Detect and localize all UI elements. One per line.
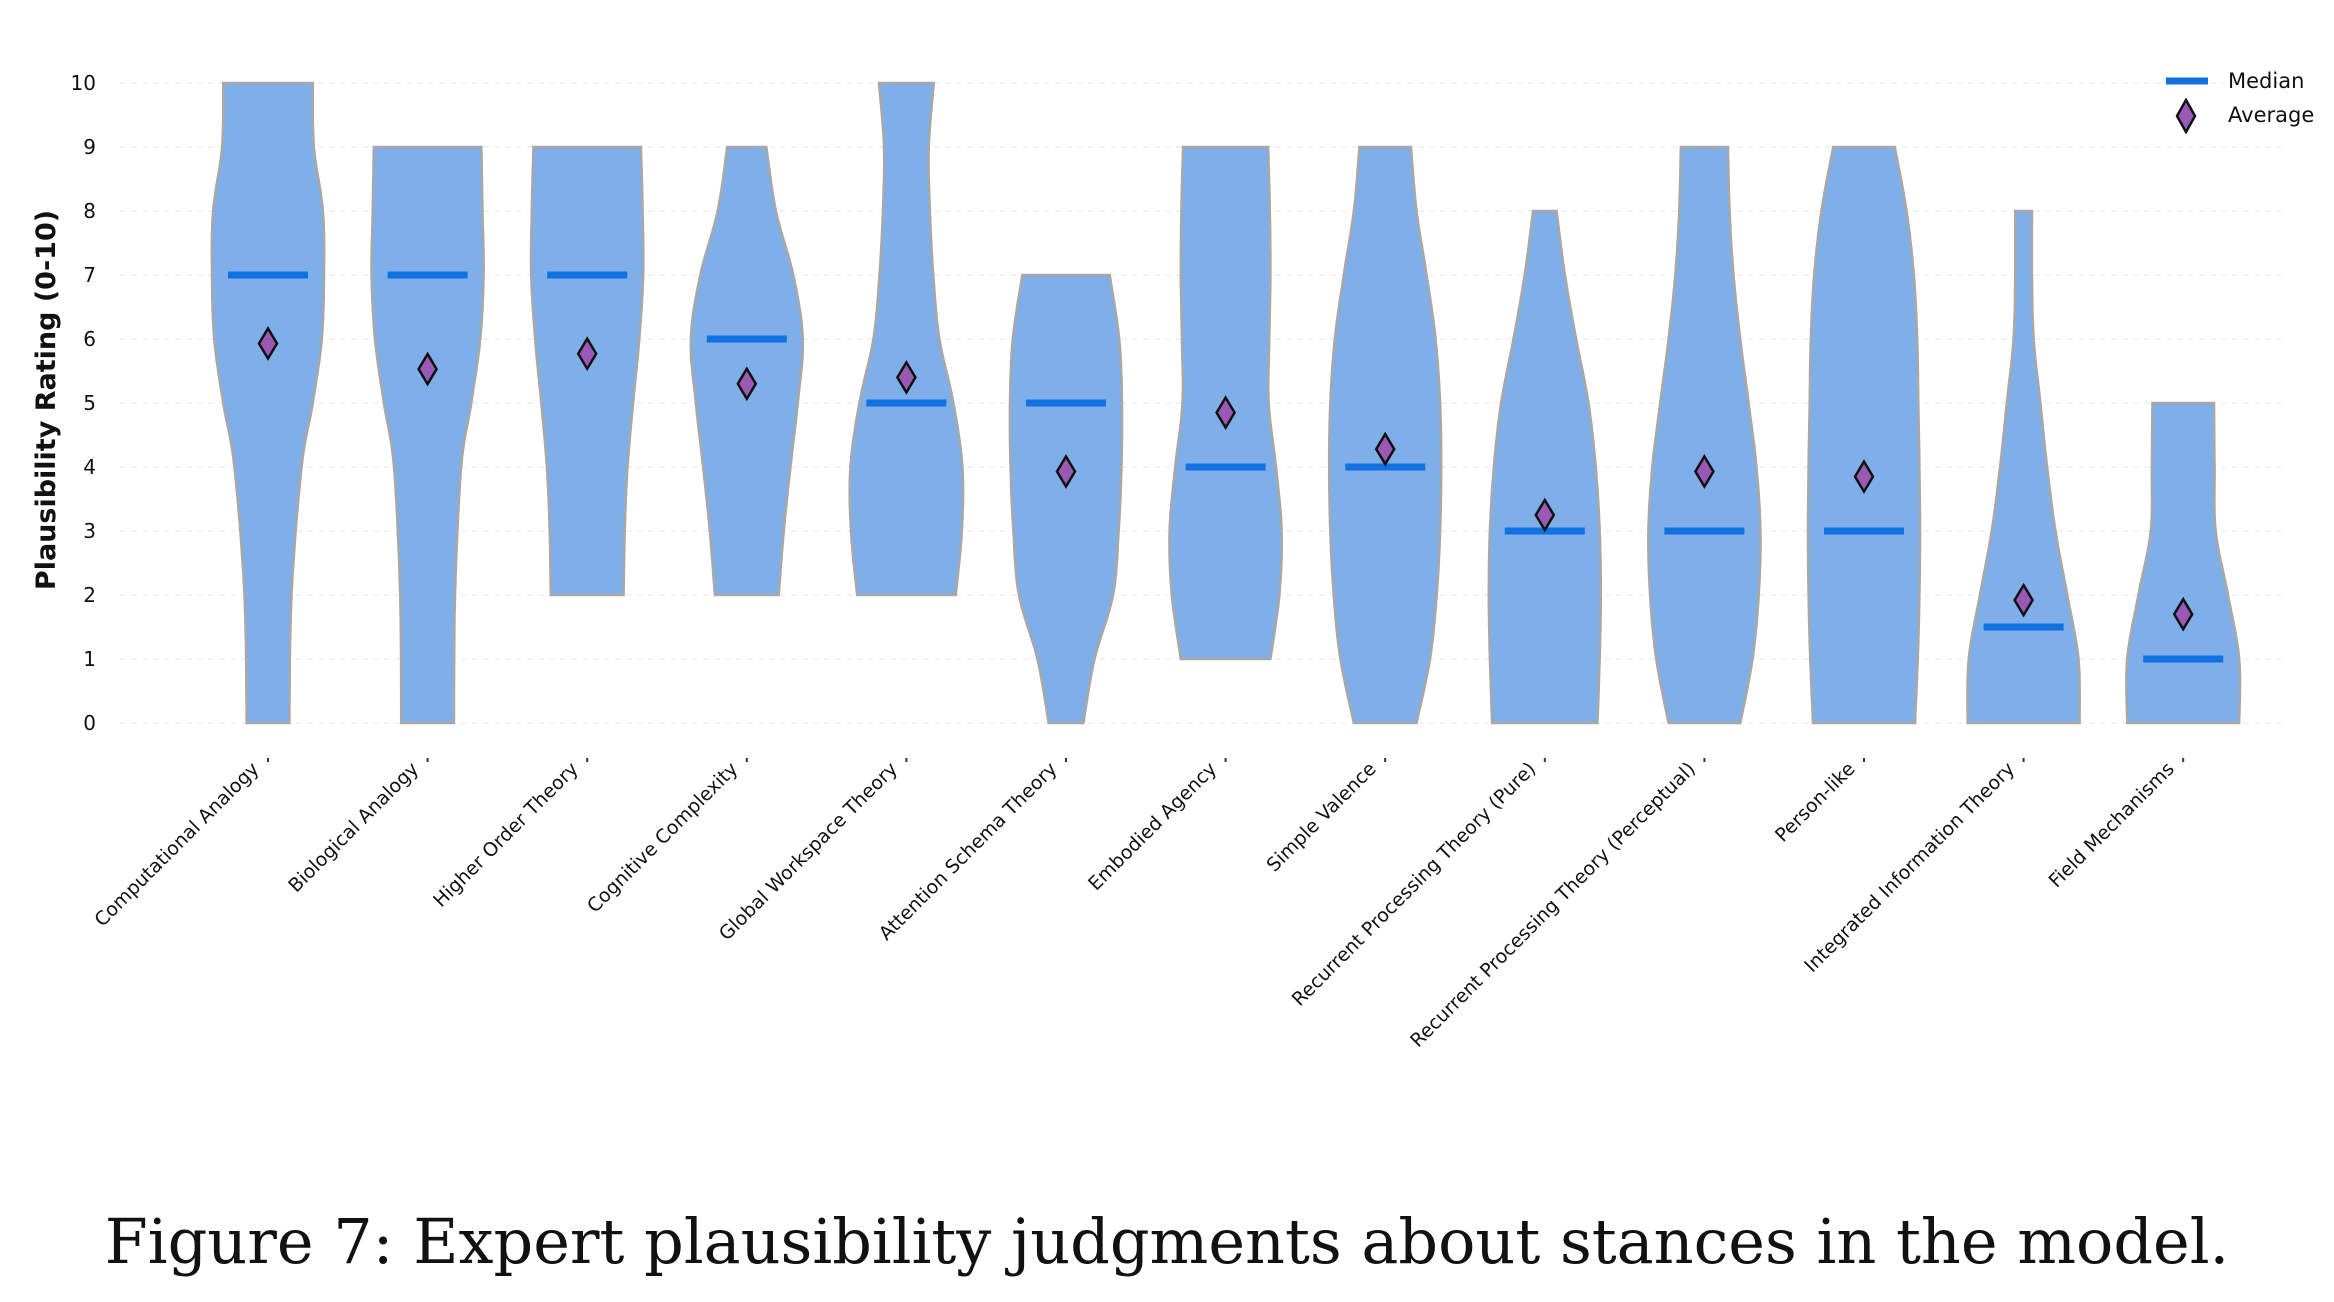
- x-tick-label: Global Workspace Theory: [715, 758, 902, 945]
- x-tick-labels: Computational Analogy Biological Analogy H…: [90, 758, 2185, 1052]
- average-markers: [257, 326, 2194, 632]
- legend-average-label: Average: [2228, 103, 2314, 127]
- average-marker: [1055, 454, 1077, 489]
- legend-median-label: Median: [2228, 69, 2304, 93]
- x-tick-label: Embodied Agency: [1084, 758, 1221, 895]
- y-tick-label: 4: [83, 455, 96, 479]
- x-tick-label: Simple Valence: [1262, 758, 1380, 876]
- average-marker: [1374, 431, 1396, 467]
- x-tick-label: Computational Analogy: [90, 758, 263, 931]
- figure-caption: Figure 7: Expert plausibility judgments …: [104, 1205, 2230, 1278]
- violin-body: [1008, 273, 1124, 725]
- violin-body: [1487, 209, 1603, 725]
- x-tick-label: Recurrent Processing Theory (Perceptual): [1406, 758, 1700, 1052]
- legend-average-swatch: [2175, 97, 2197, 135]
- x-tick-label: Cognitive Complexity: [583, 758, 742, 917]
- y-tick-label: 6: [83, 327, 96, 351]
- average-marker: [417, 351, 439, 387]
- y-tick-label: 1: [83, 647, 96, 671]
- average-marker: [1215, 395, 1237, 431]
- violin-body: [210, 81, 326, 725]
- y-axis-label: Plausibility Rating (0-10): [31, 210, 62, 590]
- x-tick-label: Attention Schema Theory: [875, 758, 1062, 945]
- violin-body: [1806, 145, 1922, 725]
- y-tick-label: 0: [83, 711, 96, 735]
- x-tick-label: Higher Order Theory: [429, 758, 583, 912]
- x-tick-label: Recurrent Processing Theory (Pure): [1288, 758, 1541, 1011]
- legend: Median Average: [2166, 69, 2314, 135]
- average-marker: [736, 366, 758, 402]
- average-marker: [2013, 582, 2035, 618]
- average-marker: [2172, 596, 2194, 632]
- x-tick-label: Biological Analogy: [284, 758, 423, 897]
- violin-body: [1966, 209, 2081, 725]
- average-marker: [895, 359, 917, 395]
- violin-body: [2125, 401, 2242, 725]
- y-tick-label: 2: [83, 583, 96, 607]
- violin-body: [370, 145, 485, 725]
- y-tick-label: 3: [83, 519, 96, 543]
- violins: [210, 81, 2242, 725]
- y-tick-label: 9: [83, 135, 96, 159]
- median-lines: [228, 271, 2224, 663]
- y-tick-label: 10: [71, 71, 96, 95]
- average-marker: [1693, 454, 1715, 489]
- y-tick-labels: 0 1 2 3 4 5 6 7 8 9 10: [71, 71, 96, 735]
- average-marker: [1534, 497, 1556, 533]
- average-marker: [576, 336, 598, 372]
- x-tick-label: Field Mechanisms: [2045, 758, 2179, 892]
- violin-body: [848, 81, 965, 597]
- y-tick-label: 5: [83, 391, 96, 415]
- average-marker: [257, 326, 279, 361]
- y-tick-label: 7: [83, 263, 96, 287]
- y-tick-label: 8: [83, 199, 96, 223]
- average-marker: [1853, 459, 1875, 495]
- x-tick-label: Person-like: [1771, 758, 1860, 847]
- violin-body: [1647, 145, 1762, 725]
